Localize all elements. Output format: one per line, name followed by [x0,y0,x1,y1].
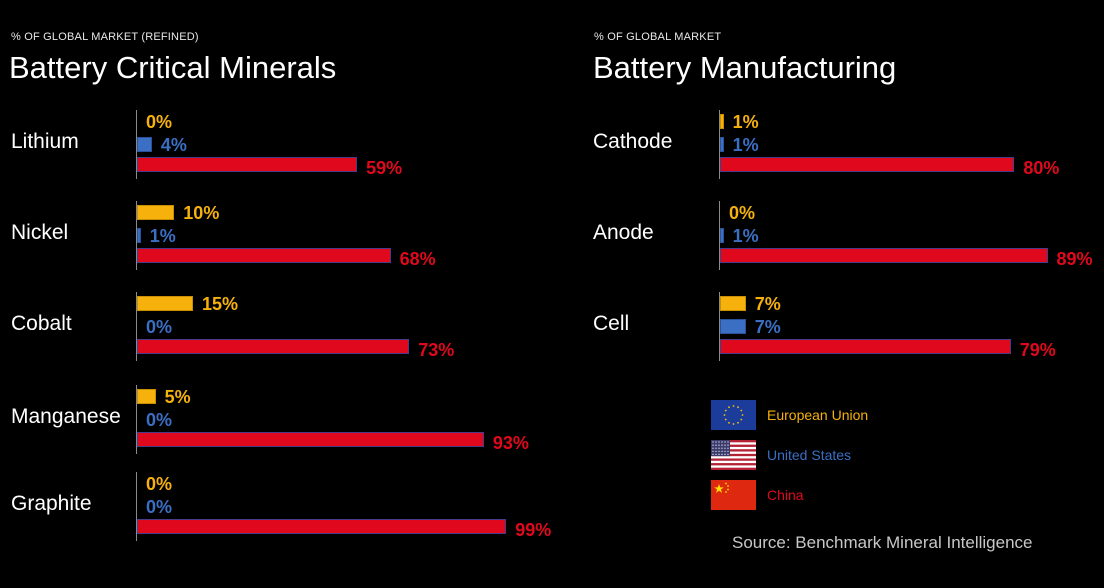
china-flag-icon [711,480,756,510]
bar-cn-cobalt [137,339,410,354]
manufacturing-title: Battery Manufacturing [593,50,897,85]
value-label-cn-cell: 79% [1019,340,1056,360]
category-label-cell: Cell [593,312,630,335]
category-axis-line [719,292,720,361]
category-axis-line [719,201,720,270]
legend-label-us: United States [767,447,852,463]
bar-cn-nickel [137,248,391,263]
value-label-cn-cobalt: 73% [418,340,455,360]
category-label-nickel: Nickel [11,221,69,244]
value-label-us-cobalt: 0% [146,317,173,337]
legend-item-us: United States [711,440,1011,470]
category-axis-line [719,110,720,179]
minerals-group-manganese: Manganese 5% 0% 93% [0,385,580,458]
value-label-eu-cobalt: 15% [201,294,238,314]
bar-cn-graphite [137,519,507,534]
value-label-us-cathode: 1% [732,135,759,155]
minerals-group-graphite: Graphite 0% 0% 99% [0,472,580,545]
value-label-eu-lithium: 0% [146,112,173,132]
bar-us-anode [720,228,724,243]
category-label-graphite: Graphite [11,492,92,515]
manufacturing-subtitle: % OF GLOBAL MARKET [594,31,722,43]
minerals-subtitle: % OF GLOBAL MARKET (REFINED) [11,31,199,43]
bar-us-cell [720,319,746,334]
minerals-title: Battery Critical Minerals [9,50,337,85]
legend-label-eu: European Union [767,407,869,423]
bar-us-nickel [137,228,141,243]
value-label-us-cell: 7% [754,317,781,337]
category-label-manganese: Manganese [11,405,121,428]
manufacturing-panel: % OF GLOBAL MARKET Battery Manufacturing… [580,0,1104,588]
category-label-cobalt: Cobalt [11,312,72,335]
category-axis-line [136,292,137,361]
us-flag-icon [711,440,756,470]
value-label-cn-anode: 89% [1056,249,1093,269]
legend-label-cn: China [767,487,804,503]
value-label-eu-manganese: 5% [164,387,191,407]
legend-item-cn: China [711,480,1011,510]
legend-item-eu: European Union [711,400,1011,430]
manufacturing-group-anode: Anode 0% 1% 89% [580,201,1104,274]
bar-us-cathode [720,137,724,152]
value-label-cn-nickel: 68% [399,249,436,269]
category-label-cathode: Cathode [593,130,673,153]
value-label-us-manganese: 0% [146,410,173,430]
bar-cn-lithium [137,157,358,172]
value-label-eu-cathode: 1% [732,112,759,132]
bar-cn-manganese [137,432,484,447]
category-label-anode: Anode [593,221,654,244]
minerals-group-lithium: Lithium 0% 4% 59% [0,110,580,183]
value-label-us-graphite: 0% [146,497,173,517]
bar-cn-anode [720,248,1048,263]
category-axis-line [136,385,137,454]
bar-eu-nickel [137,205,175,220]
category-axis-line [136,201,137,270]
bar-eu-cell [720,296,746,311]
bar-eu-cobalt [137,296,193,311]
value-label-cn-cathode: 80% [1023,158,1060,178]
value-label-cn-lithium: 59% [366,158,403,178]
bar-cn-cell [720,339,1011,354]
value-label-us-lithium: 4% [160,135,187,155]
bar-cn-cathode [720,157,1015,172]
minerals-panel: % OF GLOBAL MARKET (REFINED) Battery Cri… [0,31,580,545]
category-label-lithium: Lithium [11,130,79,153]
source-note: Source: Benchmark Mineral Intelligence [732,533,1033,552]
value-label-eu-graphite: 0% [146,474,173,494]
value-label-eu-nickel: 10% [183,203,220,223]
value-label-us-nickel: 1% [149,226,176,246]
minerals-group-cobalt: Cobalt 15% 0% 73% [0,292,580,365]
eu-flag-icon [711,400,756,430]
value-label-cn-graphite: 99% [515,520,552,540]
value-label-eu-anode: 0% [729,203,756,223]
manufacturing-group-cathode: Cathode 1% 1% 80% [580,110,1104,183]
category-axis-line [136,472,137,541]
bar-us-lithium [137,137,152,152]
value-label-cn-manganese: 93% [492,433,529,453]
bar-eu-cathode [720,114,724,129]
value-label-us-anode: 1% [732,226,759,246]
category-axis-line [136,110,137,179]
manufacturing-group-cell: Cell 7% 7% 79% [580,292,1104,365]
value-label-eu-cell: 7% [754,294,781,314]
minerals-group-nickel: Nickel 10% 1% 68% [0,201,580,274]
bar-eu-manganese [137,389,156,404]
